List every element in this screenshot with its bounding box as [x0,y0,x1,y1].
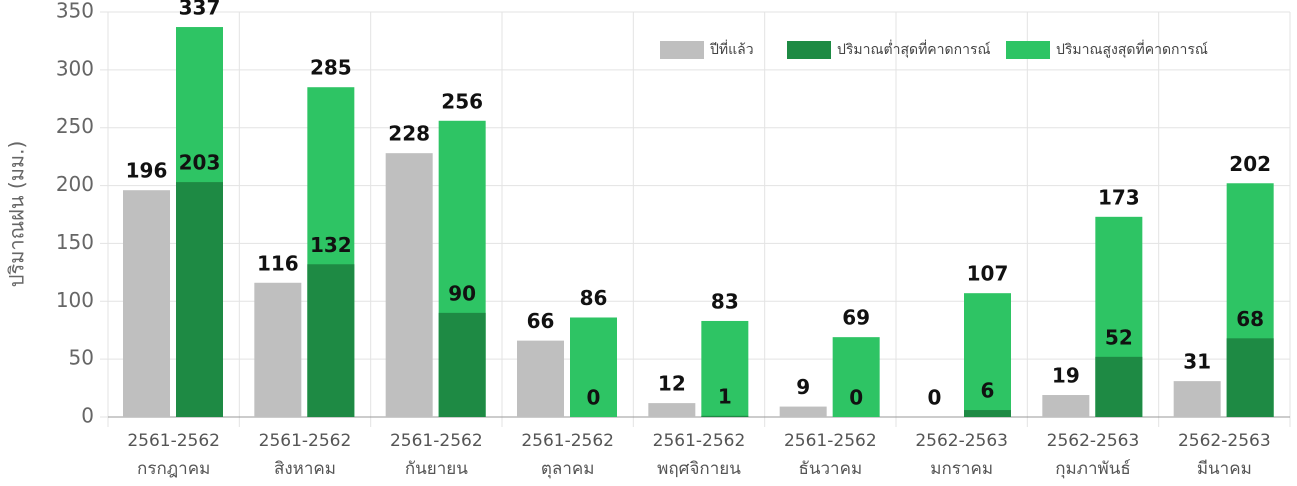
value-label: 202 [1229,152,1271,176]
value-label: 69 [842,306,870,330]
x-tick-label: พฤศจิกายน [657,459,741,479]
x-tick-label: 2561-2562 [259,431,352,451]
value-label: 337 [179,0,221,20]
value-label: 86 [580,286,608,310]
value-label: 196 [126,159,168,183]
value-label: 19 [1052,364,1080,388]
legend-label: ปริมาณต่ำสุดที่คาดการณ์ [837,40,990,58]
value-label: 66 [527,309,555,333]
bar [964,293,1011,417]
x-tick-label: กันยายน [405,459,468,479]
value-label: 256 [441,89,483,113]
x-tick-label: มีนาคม [1197,459,1252,479]
x-tick-label: ธันวาคม [798,459,862,479]
value-label: 31 [1183,350,1211,374]
bar [964,410,1011,417]
bar [701,320,749,417]
value-label: 0 [928,386,942,410]
bar [1226,338,1274,417]
bar [1095,356,1143,417]
y-tick-label: 350 [56,0,94,23]
x-tick-label: ตุลาคม [541,459,595,479]
y-tick-label: 100 [56,288,94,312]
value-label: 52 [1105,325,1133,349]
x-tick-label: 2562-2563 [1178,431,1271,451]
value-label: 0 [849,386,863,410]
value-label: 173 [1098,185,1140,209]
value-label: 83 [711,289,739,313]
bar [176,182,223,417]
value-label: 12 [658,372,686,396]
y-tick-label: 300 [56,56,94,80]
value-label: 0 [587,386,601,410]
x-tick-label: 2561-2562 [784,431,877,451]
value-label: 1 [718,384,732,408]
x-tick-label: 2562-2563 [1047,431,1140,451]
y-tick-label: 200 [56,172,94,196]
x-tick-label: กุมภาพันธ์ [1055,459,1130,479]
x-tick-label: มกราคม [930,459,993,479]
value-label: 107 [967,262,1009,286]
y-tick-label: 0 [81,404,94,428]
bar [438,312,486,417]
y-tick-label: 150 [56,230,94,254]
bar [570,317,617,417]
value-label: 68 [1236,307,1264,331]
bar [517,340,564,417]
value-label: 203 [179,151,221,175]
value-label: 228 [388,122,430,146]
bar [123,190,170,417]
x-tick-label: 2561-2562 [653,431,746,451]
y-axis-label: ปริมาณฝน (มม.) [5,141,29,287]
legend-swatch [660,41,704,59]
bar [307,264,355,417]
value-label: 285 [310,56,352,80]
bar [648,403,696,417]
x-tick-label: 2562-2563 [915,431,1008,451]
bar [701,415,749,417]
bar [1173,381,1221,417]
bar [385,153,433,417]
value-label: 6 [981,379,995,403]
bar [832,337,880,417]
x-tick-label: 2561-2562 [127,431,220,451]
value-label: 9 [796,375,810,399]
x-tick-label: กรกฎาคม [137,459,210,479]
bar [779,406,827,417]
value-label: 90 [448,281,476,305]
y-tick-label: 50 [69,346,94,370]
legend-swatch [787,41,831,59]
legend-label: ปีที่แล้ว [710,40,754,58]
y-tick-label: 250 [56,114,94,138]
bar [1042,395,1090,417]
legend-label: ปริมาณสูงสุดที่คาดการณ์ [1056,40,1208,58]
x-tick-label: สิงหาคม [274,459,336,479]
value-label: 116 [257,251,299,275]
legend-swatch [1006,41,1050,59]
x-tick-label: 2561-2562 [390,431,483,451]
bar [254,282,302,417]
x-tick-label: 2561-2562 [521,431,614,451]
value-label: 132 [310,233,352,257]
